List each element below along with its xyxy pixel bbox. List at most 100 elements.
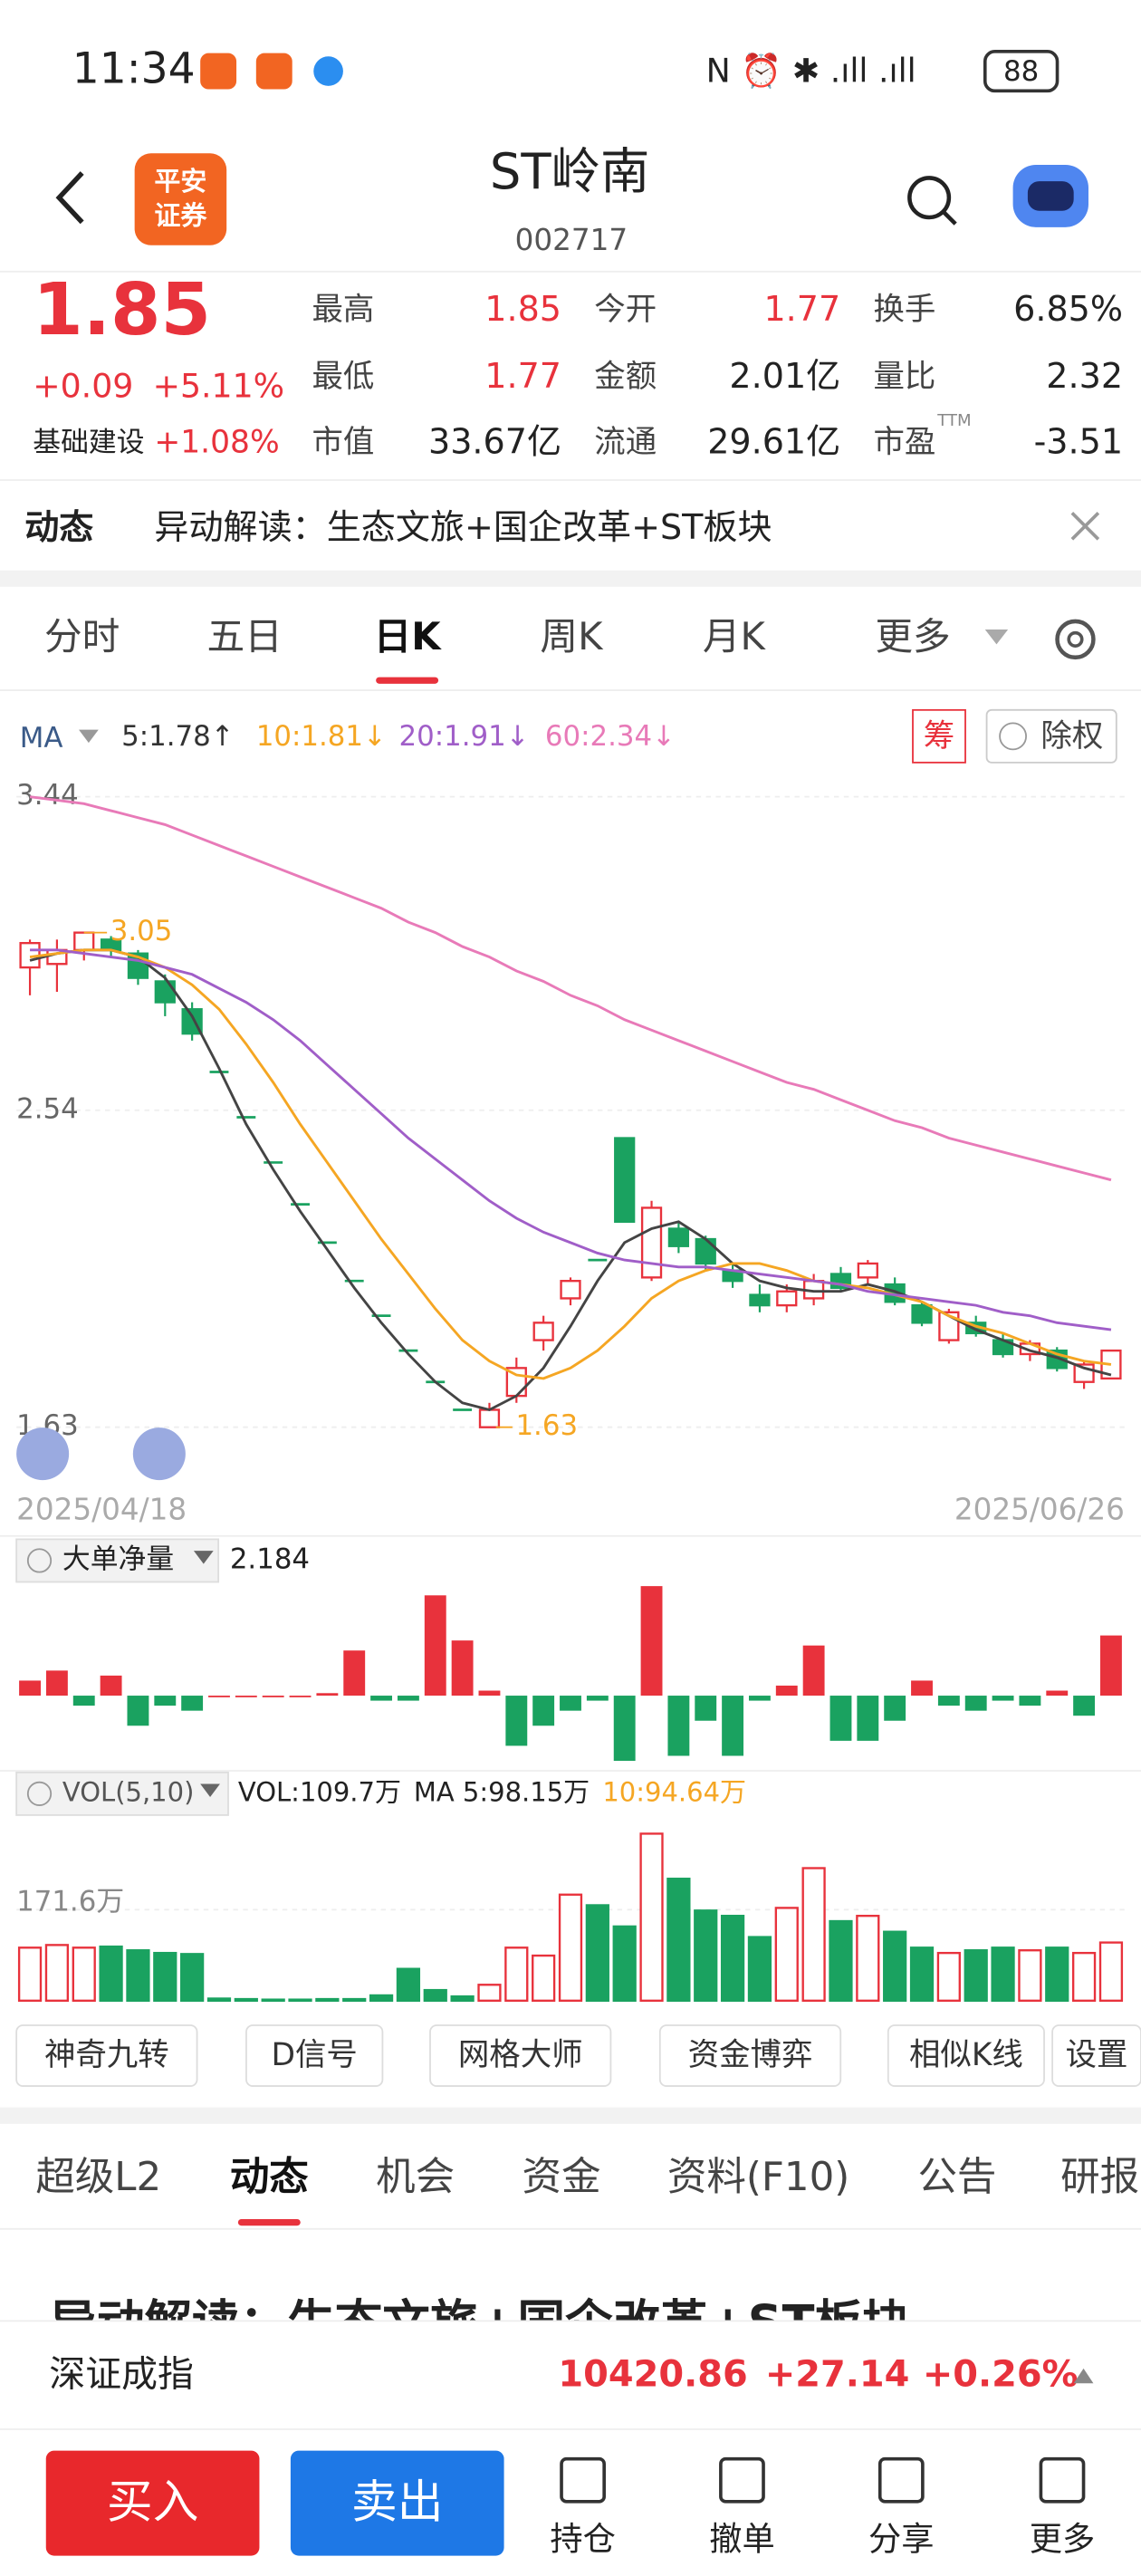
ma-line — [30, 948, 1112, 1331]
volume-bar — [558, 1893, 583, 2002]
news-text[interactable]: 异动解读：生态文旅+国企改革+ST板块 — [154, 507, 772, 547]
bigorder-bar — [235, 1696, 257, 1697]
fullscreen-button[interactable] — [132, 1427, 186, 1481]
battery-level: 88 — [1003, 55, 1039, 88]
bigorder-bar — [45, 1670, 68, 1697]
kline-chart: 3.442.541.633.051.63 — [16, 779, 1125, 1442]
candle-body — [749, 1293, 771, 1307]
bigorder-bar — [640, 1586, 663, 1697]
tool-button[interactable] — [1051, 2024, 1141, 2087]
field-label: 流通 — [594, 425, 657, 461]
bigorder-bar — [586, 1696, 609, 1701]
action-icon[interactable] — [560, 2456, 606, 2504]
ma-legend-item: 20:1.91↓ — [399, 720, 530, 753]
tool-button[interactable] — [658, 2024, 842, 2087]
adjust-button[interactable] — [985, 708, 1117, 764]
active-tab-indicator — [237, 2218, 301, 2226]
period-tab[interactable]: 分时 — [44, 614, 120, 658]
tool-button[interactable] — [887, 2024, 1045, 2087]
candle-body — [695, 1237, 716, 1265]
period-tab[interactable]: 更多 — [875, 614, 950, 658]
app-icon — [255, 53, 292, 90]
index-change: +27.14 — [765, 2353, 910, 2395]
content-tab[interactable]: 超级L2 — [35, 2155, 161, 2200]
bigorder-bar — [208, 1696, 230, 1697]
bigorder-bar — [127, 1696, 149, 1726]
close-button[interactable] — [1070, 512, 1100, 541]
volume-bar — [964, 1949, 988, 2002]
bigorder-bar — [992, 1696, 1014, 1701]
bigorder-bar — [451, 1640, 474, 1697]
status-time: 11:34 — [72, 44, 196, 94]
volume-bar — [856, 1914, 880, 2002]
ma-line — [29, 795, 1112, 1182]
volume-bar — [180, 1953, 205, 2002]
bigorder-bar — [613, 1696, 636, 1762]
buy-button[interactable] — [45, 2450, 260, 2556]
tool-button[interactable] — [15, 2024, 198, 2087]
candle-body — [857, 1262, 878, 1279]
content-tab[interactable]: 研报 — [1060, 2155, 1139, 2200]
action-icon[interactable] — [1039, 2456, 1086, 2504]
period-tab[interactable]: 日K — [374, 614, 443, 658]
volume-bar — [1045, 1946, 1069, 2002]
bigorder-value: 2.184 — [230, 1543, 310, 1575]
content-tab[interactable]: 资金 — [523, 2155, 601, 2200]
chip-label: 筹 — [924, 718, 954, 755]
content-tab[interactable]: 机会 — [376, 2155, 455, 2200]
bigorder-bar — [1073, 1696, 1096, 1716]
ma-line — [29, 948, 1112, 1380]
action-icon[interactable] — [719, 2456, 765, 2504]
action-label: 撤单 — [709, 2519, 775, 2558]
content-tab[interactable]: 资料(F10) — [667, 2155, 849, 2200]
sell-button[interactable] — [290, 2450, 504, 2556]
news-tag: 动态 — [24, 507, 93, 547]
settings-icon — [1067, 630, 1084, 648]
bigorder-bar — [857, 1696, 879, 1741]
volume-bar — [1018, 1949, 1042, 2002]
action-icon[interactable] — [877, 2456, 925, 2504]
dropdown-icon — [984, 630, 1009, 645]
tool-button[interactable] — [429, 2024, 612, 2087]
sector: 基础建设 — [33, 427, 144, 459]
vol-ma5: MA 5:98.15万 — [414, 1776, 590, 1807]
bigorder-bar — [370, 1696, 393, 1701]
info-icon — [26, 1548, 53, 1573]
low-label: 1.63 — [515, 1409, 578, 1442]
settings-button[interactable] — [1055, 619, 1096, 660]
chip-button[interactable] — [912, 708, 966, 764]
field-label: 金额 — [594, 359, 657, 395]
volume-bar — [396, 1967, 421, 2002]
candle-body — [667, 1227, 690, 1247]
period-tab[interactable]: 五日 — [206, 614, 282, 658]
bigorder-bar — [884, 1696, 906, 1721]
bigorder-chart — [19, 1586, 1122, 1762]
period-tab[interactable]: 周K — [540, 614, 604, 658]
content-tab[interactable]: 动态 — [230, 2155, 309, 2200]
volume-bar — [829, 1919, 853, 2002]
volume-bar — [206, 1997, 232, 2002]
field-value: 2.32 — [1046, 356, 1123, 396]
back-button[interactable] — [55, 171, 84, 225]
field-value: 2.01亿 — [729, 356, 840, 396]
volume-bar — [342, 1997, 367, 2002]
content-tab[interactable]: 公告 — [917, 2155, 996, 2200]
bigorder-bar — [154, 1696, 177, 1706]
field-label: 换手 — [873, 292, 935, 328]
search-button[interactable] — [907, 176, 952, 220]
stock-code: 002717 — [515, 223, 628, 257]
bigorder-bar — [775, 1685, 798, 1697]
dropdown-icon — [200, 1783, 220, 1798]
bigorder-bar — [100, 1675, 122, 1697]
tool-label: 相似K线 — [909, 2037, 1023, 2073]
period-tab[interactable]: 月K — [703, 614, 767, 658]
bigorder-bar — [424, 1595, 446, 1697]
index-pct: +0.26% — [923, 2353, 1079, 2395]
volume-bar — [720, 1914, 745, 2002]
field-label: 最低 — [312, 359, 374, 395]
tool-button[interactable] — [245, 2024, 384, 2087]
logo-text: 证券 — [154, 200, 207, 231]
high-label: 3.05 — [110, 915, 173, 947]
tool-label: 设置 — [1066, 2037, 1128, 2073]
expand-button[interactable] — [16, 1427, 70, 1481]
